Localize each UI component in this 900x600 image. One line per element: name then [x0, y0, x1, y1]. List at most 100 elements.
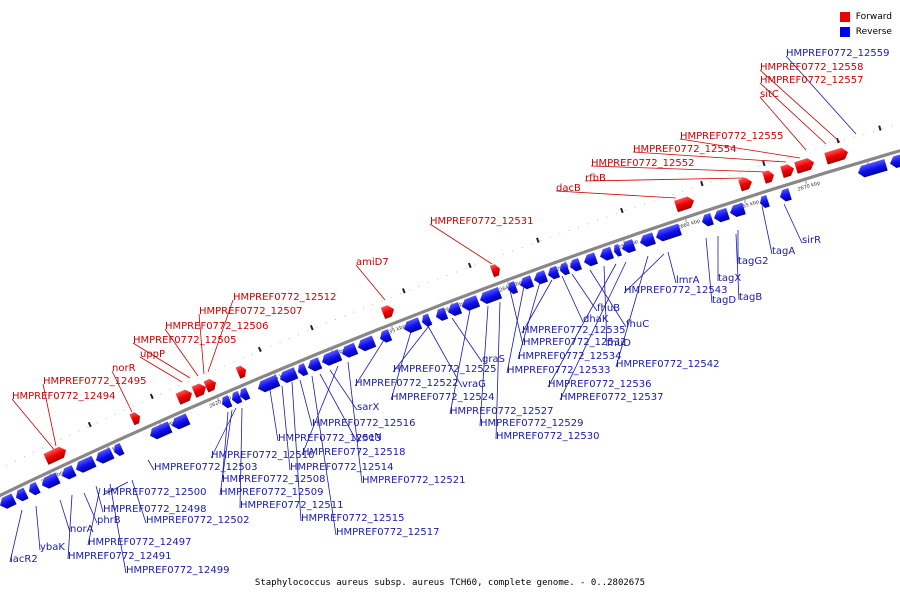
- reverse-gene-arrow[interactable]: [598, 246, 614, 263]
- forward-gene[interactable]: [738, 176, 754, 192]
- reverse-gene[interactable]: [402, 317, 423, 334]
- reverse-gene-arrow[interactable]: [356, 335, 377, 354]
- gene-label-hmpref0772-12524[interactable]: HMPREF0772_12524: [391, 392, 494, 403]
- gene-label-lacr2[interactable]: lacR2: [10, 554, 38, 565]
- reverse-gene[interactable]: [568, 257, 583, 273]
- reverse-gene-arrow[interactable]: [59, 464, 77, 481]
- gene-label-norr[interactable]: norR: [112, 363, 136, 374]
- gene-label-hmpref0772-12505[interactable]: HMPREF0772_12505: [133, 335, 236, 346]
- reverse-gene[interactable]: [888, 153, 900, 170]
- gene-label-hmpref0772-12513[interactable]: HMPREF0772_12513: [278, 433, 381, 444]
- reverse-gene[interactable]: [460, 295, 481, 312]
- reverse-gene[interactable]: [148, 421, 173, 441]
- forward-gene-arrow[interactable]: [235, 364, 249, 379]
- reverse-gene-arrow[interactable]: [278, 367, 299, 385]
- reverse-gene[interactable]: [420, 313, 433, 328]
- reverse-gene[interactable]: [532, 270, 549, 286]
- gene-label-hmpref0772-12511[interactable]: HMPREF0772_12511: [240, 500, 343, 511]
- forward-gene[interactable]: [824, 146, 849, 165]
- reverse-gene[interactable]: [59, 464, 77, 481]
- reverse-gene[interactable]: [230, 390, 243, 405]
- gene-label-hmpref0772-12534[interactable]: HMPREF0772_12534: [518, 351, 621, 362]
- reverse-gene[interactable]: [94, 447, 115, 465]
- reverse-gene[interactable]: [856, 159, 888, 179]
- gene-label-hmpref0772-12508[interactable]: HMPREF0772_12508: [222, 474, 325, 485]
- reverse-gene-arrow[interactable]: [856, 159, 888, 179]
- reverse-gene-arrow[interactable]: [518, 275, 535, 291]
- forward-gene-arrow[interactable]: [738, 176, 754, 192]
- gene-label-hmpref0772-12527[interactable]: HMPREF0772_12527: [450, 406, 553, 417]
- reverse-gene[interactable]: [238, 387, 251, 401]
- forward-gene-arrow[interactable]: [380, 304, 396, 320]
- reverse-gene-arrow[interactable]: [758, 195, 770, 209]
- forward-gene[interactable]: [762, 169, 776, 184]
- gene-label-tagg2[interactable]: tagG2: [738, 256, 769, 267]
- forward-gene[interactable]: [489, 263, 502, 278]
- gene-label-hmpref0772-12500[interactable]: HMPREF0772_12500: [103, 487, 206, 498]
- reverse-gene[interactable]: [620, 239, 636, 254]
- gene-label-hmpref0772-12530[interactable]: HMPREF0772_12530: [496, 431, 599, 442]
- gene-label-hmpref0772-12518[interactable]: HMPREF0772_12518: [302, 447, 405, 458]
- reverse-gene[interactable]: [39, 472, 61, 490]
- gene-label-hmpref0772-12514[interactable]: HMPREF0772_12514: [290, 462, 393, 473]
- gene-label-hmpref0772-12498[interactable]: HMPREF0772_12498: [103, 504, 206, 515]
- reverse-gene-arrow[interactable]: [478, 287, 503, 306]
- reverse-gene-arrow[interactable]: [888, 153, 900, 170]
- reverse-gene-arrow[interactable]: [460, 295, 481, 312]
- reverse-gene-arrow[interactable]: [230, 390, 243, 405]
- reverse-gene[interactable]: [170, 413, 191, 431]
- reverse-gene-arrow[interactable]: [306, 357, 323, 373]
- reverse-gene[interactable]: [518, 275, 535, 291]
- gene-label-hmpref0772-12503[interactable]: HMPREF0772_12503: [154, 462, 257, 473]
- reverse-gene-arrow[interactable]: [612, 243, 622, 257]
- reverse-gene-arrow[interactable]: [712, 207, 730, 224]
- gene-label-hmpref0772-12515[interactable]: HMPREF0772_12515: [301, 513, 404, 524]
- gene-label-hmpref0772-12554[interactable]: HMPREF0772_12554: [633, 144, 736, 155]
- reverse-gene-arrow[interactable]: [148, 421, 173, 441]
- reverse-gene-arrow[interactable]: [296, 363, 309, 377]
- forward-gene-arrow[interactable]: [129, 411, 143, 426]
- forward-gene-arrow[interactable]: [43, 445, 68, 465]
- gene-label-hmpref0772-12536[interactable]: HMPREF0772_12536: [548, 379, 651, 390]
- gene-label-lmra[interactable]: lmrA: [676, 275, 700, 286]
- gene-label-vrag[interactable]: vraG: [462, 379, 486, 390]
- gene-label-hmpref0772-12512[interactable]: HMPREF0772_12512: [233, 292, 336, 303]
- reverse-gene-arrow[interactable]: [700, 212, 714, 228]
- reverse-gene[interactable]: [320, 349, 343, 367]
- gene-label-hmpref0772-12497[interactable]: HMPREF0772_12497: [88, 537, 191, 548]
- gene-label-hmpref0772-12559[interactable]: HMPREF0772_12559: [786, 48, 889, 59]
- reverse-gene-arrow[interactable]: [506, 281, 519, 295]
- reverse-gene[interactable]: [654, 223, 682, 243]
- reverse-gene[interactable]: [506, 281, 519, 295]
- forward-gene[interactable]: [380, 304, 396, 320]
- reverse-gene[interactable]: [612, 243, 622, 257]
- forward-gene[interactable]: [203, 377, 219, 393]
- gene-label-hmpref0772-12557[interactable]: HMPREF0772_12557: [760, 75, 863, 86]
- gene-label-hmpref0772-12510[interactable]: HMPREF0772_12510: [211, 450, 314, 461]
- gene-label-hmpref0772-12502[interactable]: HMPREF0772_12502: [146, 515, 249, 526]
- reverse-gene-arrow[interactable]: [568, 257, 583, 273]
- reverse-gene-arrow[interactable]: [638, 232, 656, 248]
- gene-label-uppp[interactable]: uppP: [140, 349, 165, 360]
- forward-gene[interactable]: [43, 445, 68, 465]
- reverse-gene-arrow[interactable]: [620, 239, 636, 254]
- forward-gene-arrow[interactable]: [175, 388, 195, 405]
- reverse-gene-arrow[interactable]: [0, 493, 17, 511]
- reverse-gene-arrow[interactable]: [378, 329, 393, 344]
- reverse-gene-arrow[interactable]: [170, 413, 191, 431]
- reverse-gene-arrow[interactable]: [94, 447, 115, 465]
- gene-label-hmpref0772-12507[interactable]: HMPREF0772_12507: [199, 306, 302, 317]
- gene-label-hmpref0772-12542[interactable]: HMPREF0772_12542: [616, 359, 719, 370]
- reverse-gene[interactable]: [582, 252, 598, 268]
- reverse-gene[interactable]: [13, 487, 29, 504]
- gene-label-hmpref0772-12552[interactable]: HMPREF0772_12552: [591, 158, 694, 169]
- reverse-gene-arrow[interactable]: [320, 349, 343, 367]
- reverse-gene-arrow[interactable]: [582, 252, 598, 268]
- reverse-gene[interactable]: [598, 246, 614, 263]
- reverse-gene[interactable]: [546, 265, 561, 281]
- reverse-gene[interactable]: [112, 442, 125, 458]
- reverse-gene[interactable]: [434, 307, 449, 322]
- forward-gene-arrow[interactable]: [489, 263, 502, 278]
- reverse-gene-arrow[interactable]: [546, 265, 561, 281]
- reverse-gene[interactable]: [340, 342, 359, 360]
